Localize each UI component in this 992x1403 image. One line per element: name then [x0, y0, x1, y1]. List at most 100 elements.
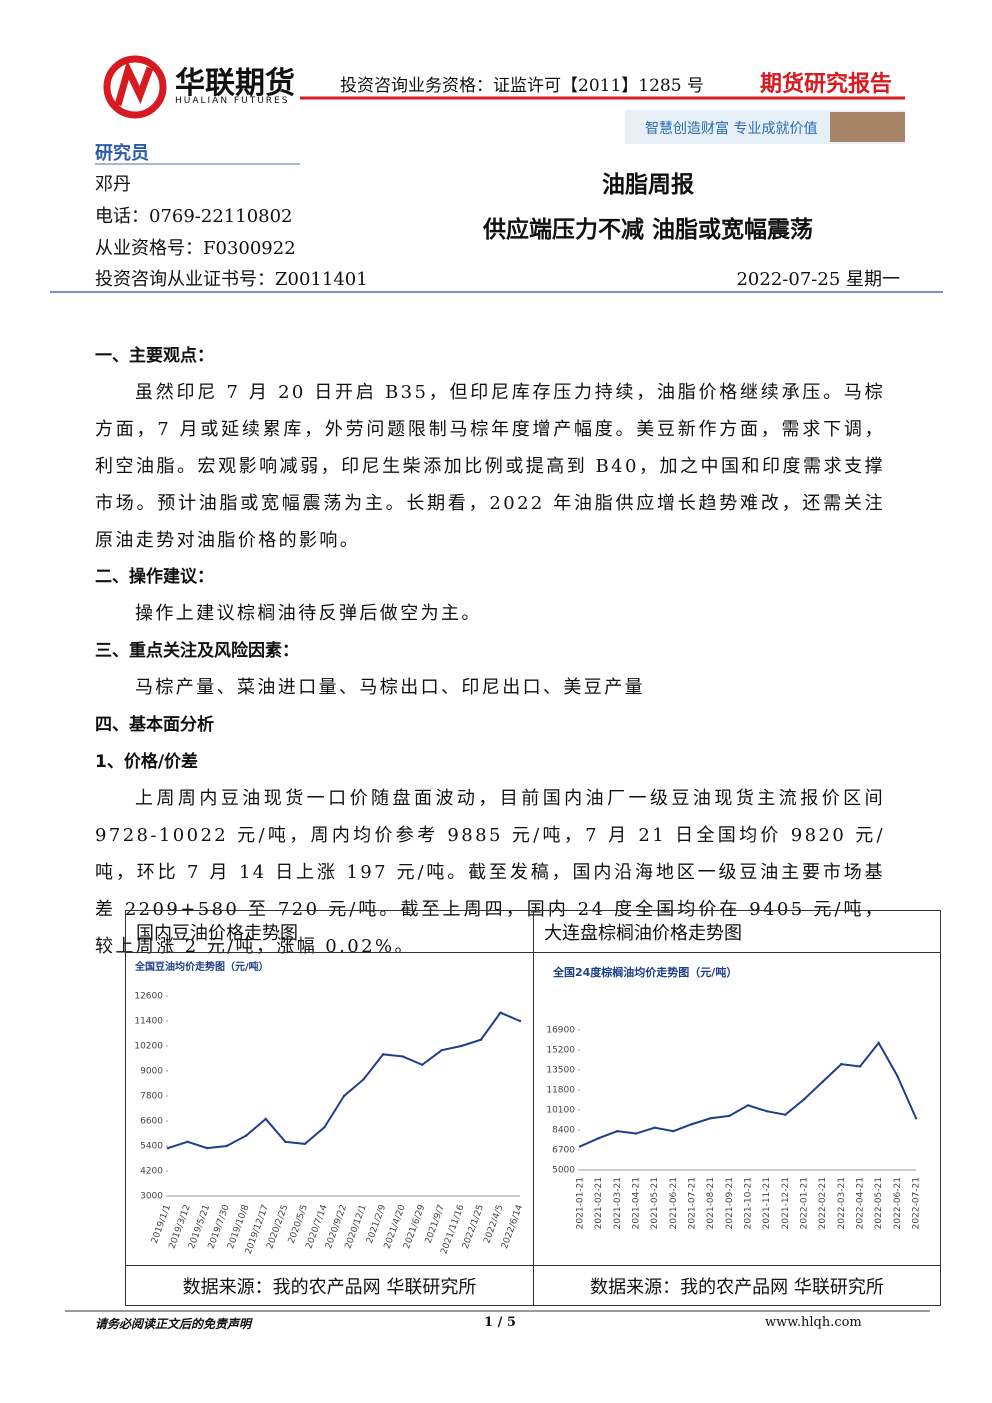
price-line	[167, 1011, 521, 1150]
data-point	[653, 1126, 656, 1129]
figure-cell	[533, 952, 941, 1266]
body-text: 一、主要观点： 虽然印尼 7 月 20 日开启 B35，但印尼库存压力持续，油脂价…	[95, 338, 885, 965]
data-point	[784, 1113, 787, 1116]
data-point	[499, 1011, 502, 1014]
x-tick-label: 2021-06-21	[669, 1177, 679, 1229]
chart-title: 全国豆油均价走势图（元/吨）	[134, 960, 269, 973]
y-tick-label: 8400	[552, 1126, 575, 1136]
x-tick-label: 2021-12-21	[781, 1177, 791, 1229]
section-heading: 三、重点关注及风险因素：	[95, 641, 299, 662]
price-line	[579, 1041, 917, 1148]
paragraph: 虽然印尼 7 月 20 日开启 B35，但印尼库存压力持续，油脂价格继续承压。马…	[95, 381, 885, 551]
data-point	[821, 1080, 824, 1083]
x-tick-label: 2021-05-21	[650, 1177, 660, 1229]
data-point	[578, 1145, 582, 1148]
x-tick-label: 2021-09-21	[725, 1177, 735, 1229]
y-tick-label: 6600	[140, 1117, 163, 1127]
data-point	[401, 1055, 404, 1058]
report-type: 期货研究报告	[760, 72, 893, 97]
data-point	[858, 1065, 862, 1068]
x-tick-label: 2021-10-21	[744, 1177, 754, 1229]
y-tick-label: 4200	[140, 1167, 163, 1177]
logo-ring	[103, 55, 167, 119]
report-title: 油脂周报	[602, 172, 694, 198]
data-point	[672, 1129, 675, 1133]
x-tick-label: 2021-11-21	[762, 1177, 772, 1229]
data-point	[245, 1134, 248, 1137]
y-tick-label: 12600	[134, 992, 163, 1002]
figure-header: 国内豆油价格走势图	[125, 910, 534, 953]
data-point	[690, 1122, 694, 1126]
page-number: 1 / 5	[484, 1315, 516, 1330]
y-tick-label: 5000	[552, 1166, 575, 1176]
figure-cell	[125, 952, 534, 1266]
x-tick-label: 2022-06-21	[893, 1177, 903, 1229]
data-point	[284, 1140, 287, 1144]
data-point	[264, 1117, 267, 1121]
x-tick-label: 2022-04-21	[856, 1177, 866, 1229]
data-point	[728, 1114, 731, 1118]
data-point	[381, 1053, 385, 1056]
y-tick-label: 3000	[140, 1192, 163, 1202]
site: www.hlqh.com	[765, 1315, 862, 1330]
x-tick-label: 2021-04-21	[632, 1177, 642, 1229]
paragraph: 马棕产量、菜油进口量、马棕出口、印尼出口、美豆产量	[135, 677, 645, 699]
data-point	[460, 1044, 463, 1048]
researcher-label: 研究员	[95, 143, 149, 164]
data-point	[342, 1094, 346, 1098]
y-tick-label: 5400	[140, 1142, 163, 1152]
footer-rule-svg	[65, 1310, 930, 1312]
y-tick-label: 10100	[546, 1106, 575, 1116]
data-point	[186, 1140, 189, 1144]
report-subtitle: 供应端压力不减 油脂或宽幅震荡	[482, 217, 813, 243]
data-point	[323, 1126, 326, 1129]
slogan: 智慧创造财富 专业成就价值	[645, 121, 818, 137]
data-point	[440, 1048, 443, 1052]
data-point	[362, 1078, 365, 1081]
data-point	[479, 1038, 483, 1041]
data-point	[802, 1098, 806, 1101]
y-tick-label: 16900	[546, 1026, 575, 1036]
figure-source: 数据来源：我的农产品网 华联研究所	[533, 1265, 941, 1306]
qualification: 投资咨询业务资格：证监许可【2011】1285 号	[340, 76, 704, 96]
y-tick-label: 11400	[134, 1017, 163, 1027]
y-tick-label: 6700	[552, 1146, 575, 1156]
data-point	[765, 1109, 768, 1113]
y-tick-label: 9000	[140, 1067, 163, 1077]
logo-mark	[114, 60, 154, 106]
slogan-image	[830, 112, 905, 142]
data-point	[634, 1132, 638, 1135]
section-heading: 一、主要观点：	[95, 346, 214, 366]
section-heading: 1、价格/价差	[95, 751, 199, 772]
x-tick-label: 2022-05-21	[874, 1177, 884, 1229]
x-tick-label: 2022-02-21	[818, 1177, 828, 1229]
data-point	[303, 1142, 307, 1146]
chart: 全国24度棕榈油均价走势图（元/吨） 5000 6700 8400 10100 11800…	[546, 965, 922, 1229]
x-tick-label: 2022-07-21	[912, 1177, 922, 1229]
data-point	[166, 1146, 170, 1150]
header-graphics	[50, 55, 943, 293]
data-point	[709, 1117, 712, 1120]
section-heading: 二、操作建议：	[95, 567, 214, 588]
y-tick-label: 10200	[134, 1042, 163, 1052]
qualification-no: 从业资格号：F0300922	[95, 238, 296, 259]
x-tick-label: 2021-07-21	[688, 1177, 698, 1229]
x-tick-label: 2022-03-21	[837, 1177, 847, 1229]
y-tick-label: 15200	[546, 1046, 575, 1056]
disclaimer: 请务必阅读正文后的免责声明	[95, 1317, 252, 1331]
chart: 全国豆油均价走势图（元/吨） 3000 4200 5400 6600 7800 9000 10…	[134, 960, 525, 1256]
y-tick-label: 11800	[546, 1086, 575, 1096]
x-tick-label: 2021-03-21	[613, 1177, 623, 1229]
consult-no: 投资咨询从业证书号：Z0011401	[95, 269, 368, 290]
researcher-name: 邓丹	[95, 174, 131, 195]
brand-en: HUALIAN FUTURES	[175, 96, 290, 106]
paragraph: 操作上建议棕榈油待反弹后做空为主。	[135, 603, 482, 625]
data-point	[746, 1104, 750, 1107]
data-point	[914, 1117, 918, 1120]
data-point	[205, 1146, 209, 1150]
data-point	[877, 1041, 880, 1045]
x-tick-label: 2021-08-21	[706, 1177, 716, 1229]
researcher-phone: 电话：0769-22110802	[95, 206, 293, 227]
data-point	[225, 1144, 228, 1148]
data-point	[518, 1019, 522, 1023]
